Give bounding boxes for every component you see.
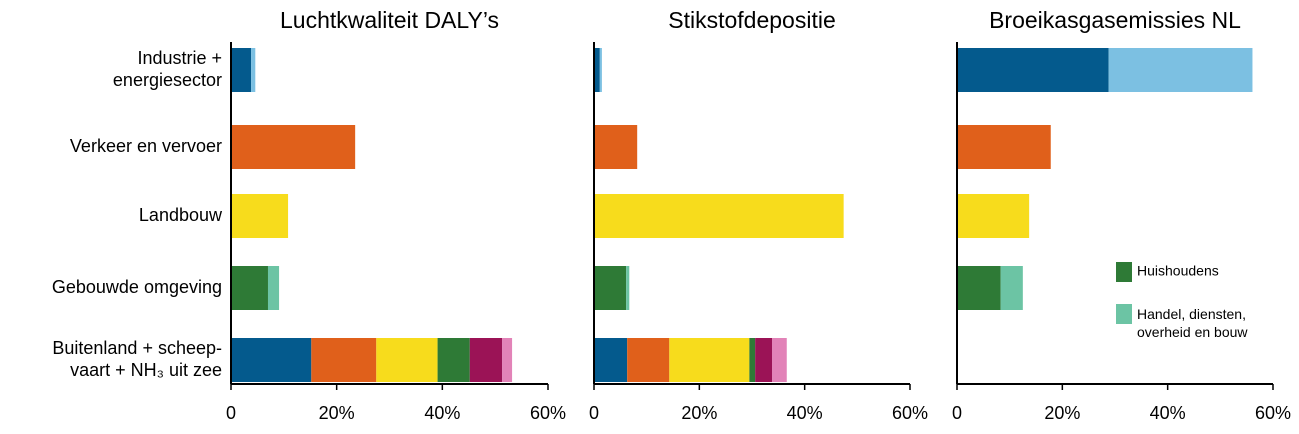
bar-segment (231, 338, 312, 382)
legend-swatch (1116, 304, 1132, 324)
bar-segment (755, 338, 773, 382)
bar-segment (231, 48, 252, 92)
bar-segment (376, 338, 438, 382)
bar-segment (749, 338, 756, 382)
bar-segment (594, 48, 600, 92)
bar-segment (626, 266, 630, 310)
category-label: Industrie + energiesector (113, 48, 222, 90)
bar-segment (594, 194, 844, 238)
legend-swatch (1116, 262, 1132, 282)
bar-segment (267, 266, 280, 310)
x-tick-label: 40% (787, 403, 823, 423)
x-tick-label: 40% (1150, 403, 1186, 423)
panel-title: Broeikasgasemissies NL (989, 7, 1241, 33)
bar-segment (437, 338, 470, 382)
bar-segment (231, 194, 289, 238)
bar-segment (231, 125, 356, 169)
bar-segment (469, 338, 503, 382)
bar-segment (594, 338, 628, 382)
x-tick-label: 60% (1255, 403, 1291, 423)
bar-segment (231, 266, 268, 310)
bar-segment (957, 48, 1109, 92)
bar-segment (594, 266, 627, 310)
category-label: Buitenland + scheep-vaart + NH₃ uit zee (52, 338, 222, 380)
x-tick-label: 20% (319, 403, 355, 423)
bar-segment (251, 48, 256, 92)
bar-segment (311, 338, 377, 382)
x-tick-label: 60% (892, 403, 928, 423)
x-tick-label: 60% (530, 403, 566, 423)
bar-segment (957, 125, 1051, 169)
x-tick-label: 20% (681, 403, 717, 423)
bar-segment (957, 266, 1001, 310)
x-tick-label: 0 (952, 403, 962, 423)
bar-segment (594, 125, 638, 169)
bar-segment (772, 338, 787, 382)
legend-label: Huishoudens (1137, 263, 1219, 279)
bar-segment (957, 194, 1030, 238)
category-label: Gebouwde omgeving (52, 277, 222, 297)
panel-title: Stikstofdepositie (668, 7, 835, 33)
category-label: Verkeer en vervoer (70, 136, 222, 156)
x-tick-label: 0 (589, 403, 599, 423)
bar-segment (627, 338, 670, 382)
x-tick-label: 0 (226, 403, 236, 423)
bar-segment (502, 338, 513, 382)
bar-segment (1000, 266, 1023, 310)
legend-label: Handel, diensten, overheid en bouw (1137, 306, 1248, 340)
panel-title: Luchtkwaliteit DALY’s (280, 7, 499, 33)
bar-segment (1108, 48, 1253, 92)
x-tick-label: 40% (424, 403, 460, 423)
bar-segment (599, 48, 602, 92)
x-tick-label: 20% (1044, 403, 1080, 423)
bar-segment (669, 338, 750, 382)
category-label: Landbouw (139, 205, 223, 225)
